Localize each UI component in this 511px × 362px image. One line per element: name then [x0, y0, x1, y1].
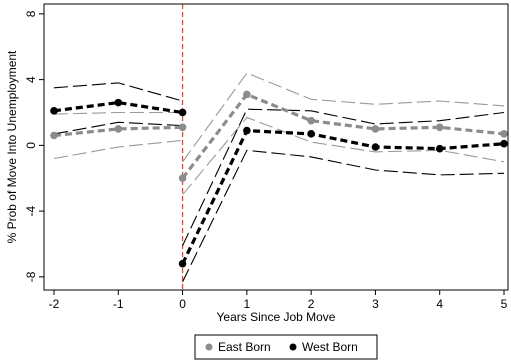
x-tick-label: -1: [113, 297, 124, 311]
x-tick-label: 3: [372, 297, 379, 311]
legend-box: [194, 334, 378, 360]
point-east-born: [371, 125, 380, 133]
ci-lower-east-born-pre: [53, 139, 183, 160]
ci-lower-west-born-pre: [53, 121, 183, 135]
point-west-born: [243, 126, 251, 135]
point-east-born: [243, 90, 251, 99]
ci-upper-east-born-post: [182, 72, 505, 163]
legend-marker-east-born: [205, 343, 213, 351]
line-east-born-post: [181, 92, 505, 180]
point-west-born: [50, 107, 58, 115]
x-tick-label: 0: [179, 297, 186, 311]
legend-label-east-born: East Born: [218, 340, 271, 354]
legend-label-west-born: West Born: [302, 340, 358, 354]
axes: -2 -1 0 1 2 3 4 5 -8 -4 0 4 8: [24, 10, 508, 311]
x-tick-label: -2: [49, 297, 60, 311]
point-west-born: [307, 130, 315, 138]
ci-lower-east-born-post: [182, 116, 505, 196]
x-tick-label: 1: [244, 297, 251, 311]
y-tick-label: 4: [24, 76, 38, 83]
point-east-born: [307, 116, 315, 125]
ci-upper-east-born-pre: [53, 111, 183, 115]
x-tick-label: 5: [501, 297, 508, 311]
legend: East Born West Born: [194, 334, 378, 360]
point-east-born: [114, 125, 123, 133]
point-west-born: [178, 259, 187, 268]
point-west-born: [371, 143, 380, 151]
point-east-born: [178, 123, 187, 132]
x-tick-label: 2: [308, 297, 315, 311]
point-west-born: [435, 144, 444, 153]
y-axis-label: % Prob of Move Into Unemployment: [5, 50, 19, 243]
plot-area: [50, 4, 508, 290]
ci-lower-west-born-post: [182, 149, 505, 283]
point-west-born: [500, 139, 508, 148]
point-east-born: [435, 123, 444, 132]
point-west-born: [178, 108, 187, 117]
y-tick-label: -4: [24, 205, 38, 216]
y-tick-label: -8: [24, 271, 38, 282]
point-west-born: [114, 98, 123, 107]
y-tick-label: 0: [24, 142, 38, 149]
line-west-born-post: [181, 128, 505, 265]
point-east-born: [178, 174, 187, 183]
x-tick-label: 4: [436, 297, 443, 311]
plot-frame: [43, 3, 509, 291]
legend-marker-west-born: [289, 343, 297, 351]
y-tick-label: 8: [24, 10, 38, 17]
x-axis-label: Years Since Job Move: [217, 310, 336, 324]
point-east-born: [500, 130, 508, 138]
ci-upper-west-born-pre: [53, 82, 183, 102]
ci-upper-west-born-post: [182, 108, 505, 246]
point-east-born: [50, 131, 58, 140]
